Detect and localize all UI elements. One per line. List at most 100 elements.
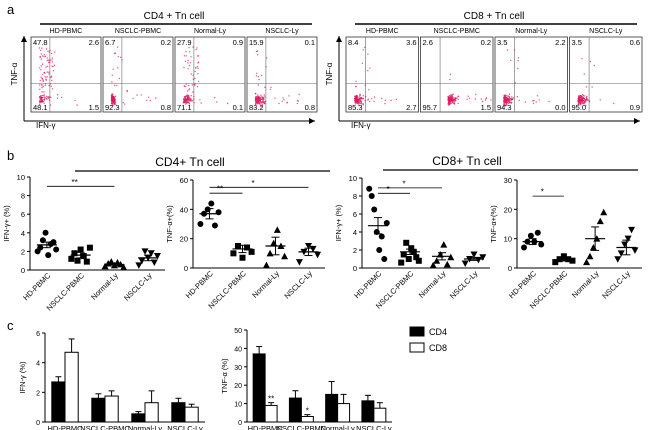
flow-q-ul: 6.7: [105, 38, 115, 47]
data-point: [461, 260, 469, 267]
flow-event-dot: [136, 94, 138, 96]
flow-event-dot: [260, 74, 263, 77]
y-tick-label: 6: [36, 331, 40, 338]
flow-q-lr: 0.8: [161, 103, 171, 112]
data-point: [138, 257, 146, 265]
flow-event-dot: [258, 78, 260, 81]
flow-event-dot: [190, 56, 192, 58]
flow-event-dot: [369, 67, 371, 69]
flow-event-dot: [111, 93, 113, 95]
flow-event-dot: [44, 55, 47, 58]
flow-event-dot: [508, 93, 511, 96]
category-label: NSCLC-Ly: [122, 271, 154, 303]
flow-event-dot: [358, 97, 360, 99]
flow-event-dot: [504, 96, 507, 98]
flow-q-ur: 0.2: [161, 38, 171, 47]
panel-a-cd8: CD8 + Tn cell TNF-α IFN-γ HD-PBMC 8.4 3.6 85.3…: [325, 11, 643, 130]
flow-event-dot: [503, 100, 505, 102]
flow-event-dot: [453, 102, 456, 104]
data-point: [368, 193, 375, 199]
flow-event-dot: [40, 76, 42, 78]
flow-q-lr: 1.5: [481, 103, 491, 112]
flow-event-dot: [448, 100, 451, 102]
data-point: [479, 254, 487, 261]
flow-event-dot: [286, 101, 288, 104]
flow-event-dot: [457, 98, 459, 101]
flow-event-dot: [468, 97, 471, 100]
flow-q-ul: 2.6: [423, 38, 433, 47]
y-tick-label: 0: [238, 420, 242, 427]
flow-plot-title: HD-PBMC: [366, 28, 399, 35]
flow-event-dot: [362, 104, 364, 106]
category-label: Normal-Ly: [320, 424, 355, 430]
flow-event-dot: [46, 76, 48, 78]
flow-event-dot: [113, 84, 116, 87]
data-point: [617, 250, 625, 257]
flow-event-dot: [358, 101, 360, 103]
flow-event-dot: [111, 104, 113, 107]
flow-event-dot: [266, 57, 268, 59]
flow-event-dot: [585, 86, 588, 88]
y-tick-label: 0: [36, 420, 40, 427]
flow-event-dot: [364, 95, 367, 98]
flow-event-dot: [371, 98, 373, 100]
data-point: [628, 226, 636, 234]
significance-label: **: [268, 395, 274, 404]
bar-cd8: [373, 407, 387, 423]
flow-event-dot: [183, 101, 186, 104]
flow-event-dot: [184, 96, 186, 99]
data-point: [405, 256, 412, 262]
flow-event-dot: [373, 96, 376, 98]
flow-events: [503, 49, 550, 107]
flow-event-dot: [466, 98, 468, 101]
data-point: [366, 185, 373, 192]
flow-event-dot: [46, 59, 48, 62]
flow-q-ll: 95.7: [423, 103, 438, 112]
flow-event-dot: [585, 104, 587, 107]
flow-event-dot: [111, 81, 113, 83]
flow-event-dot: [42, 94, 44, 97]
flow-event-dot: [196, 55, 199, 57]
flow-event-dot: [42, 55, 44, 57]
flow-event-dot: [517, 60, 519, 62]
flow-event-dot: [533, 99, 535, 102]
flow-event-dot: [188, 51, 191, 53]
flow-event-dot: [259, 99, 261, 102]
category-label: HD-PBMC: [48, 424, 84, 430]
flow-event-dot: [132, 97, 134, 100]
flow-event-dot: [532, 102, 535, 105]
flow-event-dot: [188, 100, 190, 102]
flow-event-dot: [118, 77, 121, 80]
flow-event-dot: [362, 95, 364, 97]
y-tick-label: 20: [180, 235, 188, 244]
flow-event-dot: [195, 49, 197, 51]
flow-event-dot: [360, 98, 362, 100]
flow-event-dot: [51, 88, 54, 90]
flow-event-dot: [44, 75, 46, 78]
flow-event-dot: [40, 69, 42, 71]
flow-event-dot: [362, 49, 364, 51]
flow-plot-frame: [345, 36, 419, 113]
flow-event-dot: [510, 98, 513, 101]
data-point: [596, 217, 604, 225]
flow-event-dot: [263, 94, 265, 96]
flow-event-dot: [548, 100, 550, 103]
flow-event-dot: [586, 99, 589, 101]
flow-event-dot: [74, 99, 76, 102]
y-tick-label: 10: [349, 174, 357, 183]
flow-event-dot: [480, 98, 483, 100]
flow-event-dot: [585, 101, 587, 103]
flow-event-dot: [593, 64, 595, 67]
data-point: [230, 250, 237, 257]
flow-event-dot: [42, 96, 44, 99]
flow-q-ll: 95.0: [572, 103, 587, 112]
flow-event-dot: [113, 52, 116, 55]
flow-q-ul: 3.5: [572, 38, 582, 47]
group-title-cd8: CD8+ Tn cell: [432, 154, 501, 168]
flow-event-dot: [258, 102, 261, 105]
flow-event-dot: [47, 65, 49, 68]
significance-label: **: [217, 185, 223, 194]
flow-event-dot: [354, 98, 356, 100]
